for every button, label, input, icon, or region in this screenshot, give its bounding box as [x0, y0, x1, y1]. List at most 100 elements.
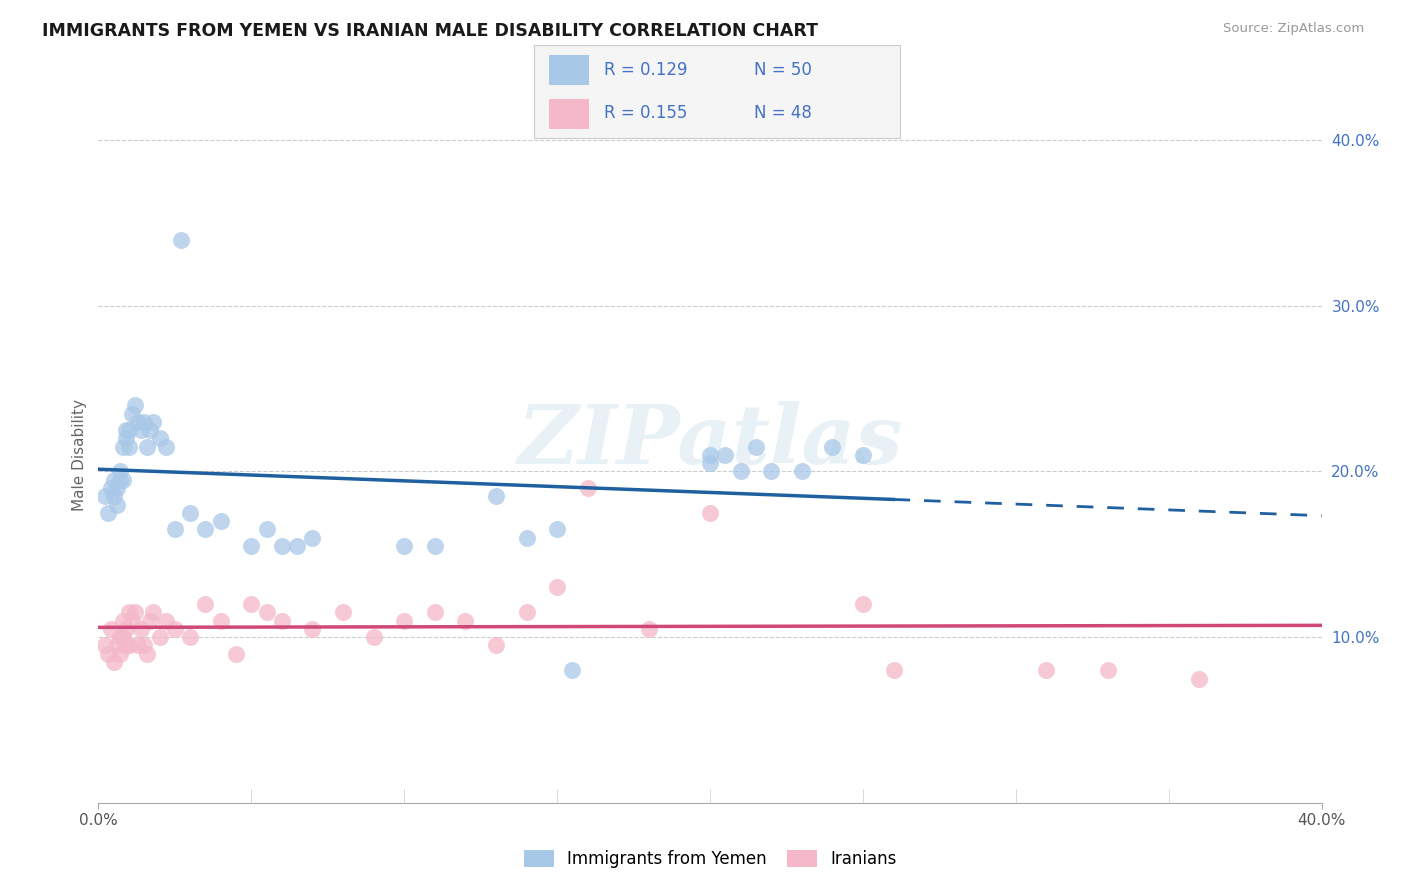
Point [516, 531, 538, 545]
Point [225, 647, 247, 661]
Point [115, 431, 138, 445]
Point [821, 440, 844, 454]
Text: N = 50: N = 50 [754, 61, 811, 78]
Legend: Immigrants from Yemen, Iranians: Immigrants from Yemen, Iranians [517, 843, 903, 874]
Point [270, 614, 292, 628]
Point [745, 440, 768, 454]
Text: R = 0.155: R = 0.155 [603, 104, 688, 122]
Bar [548, 55, 589, 85]
Point [139, 614, 162, 628]
Point [699, 506, 721, 520]
Point [240, 597, 263, 611]
Point [714, 448, 737, 462]
Point [115, 423, 138, 437]
Point [100, 622, 122, 636]
Point [170, 233, 193, 247]
Point [124, 605, 146, 619]
Point [103, 489, 125, 503]
Point [256, 605, 278, 619]
Point [108, 473, 131, 487]
Point [423, 539, 446, 553]
Point [454, 614, 477, 628]
Point [155, 614, 177, 628]
Point [730, 465, 752, 479]
Point [93, 489, 115, 503]
Point [97, 506, 120, 520]
Point [105, 498, 128, 512]
Point [256, 523, 278, 537]
Text: N = 48: N = 48 [754, 104, 811, 122]
Point [134, 415, 156, 429]
Point [485, 639, 508, 653]
Point [136, 647, 159, 661]
Point [149, 630, 172, 644]
Point [129, 622, 152, 636]
Point [93, 639, 115, 653]
Point [699, 448, 721, 462]
Point [136, 440, 159, 454]
Point [142, 605, 165, 619]
Point [179, 506, 201, 520]
Point [127, 415, 149, 429]
Point [105, 481, 128, 495]
Point [118, 440, 141, 454]
Point [115, 639, 138, 653]
Point [332, 605, 354, 619]
Point [100, 481, 122, 495]
Point [149, 431, 172, 445]
Point [163, 622, 186, 636]
Point [759, 465, 782, 479]
Point [546, 581, 568, 595]
Point [163, 523, 186, 537]
Point [129, 423, 152, 437]
Point [194, 523, 217, 537]
Point [485, 489, 508, 503]
Point [121, 614, 143, 628]
Point [240, 539, 263, 553]
Point [111, 614, 134, 628]
Point [142, 415, 165, 429]
Point [301, 531, 323, 545]
Point [301, 622, 323, 636]
Point [1097, 663, 1119, 677]
Point [97, 647, 120, 661]
Point [852, 597, 875, 611]
Point [121, 407, 143, 421]
Point [790, 465, 813, 479]
Point [127, 639, 149, 653]
Point [637, 622, 661, 636]
Point [392, 539, 416, 553]
Point [124, 398, 146, 412]
Point [561, 663, 583, 677]
Point [118, 639, 141, 653]
Point [576, 481, 599, 495]
Point [392, 614, 416, 628]
Point [134, 639, 156, 653]
Point [516, 605, 538, 619]
Text: ZIPatlas: ZIPatlas [517, 401, 903, 481]
Point [209, 614, 232, 628]
Point [108, 630, 131, 644]
Point [118, 605, 141, 619]
Point [852, 448, 875, 462]
Point [115, 622, 138, 636]
Text: IMMIGRANTS FROM YEMEN VS IRANIAN MALE DISABILITY CORRELATION CHART: IMMIGRANTS FROM YEMEN VS IRANIAN MALE DI… [42, 22, 818, 40]
Point [1188, 672, 1211, 686]
Point [270, 539, 292, 553]
Point [108, 465, 131, 479]
Point [111, 473, 134, 487]
Point [155, 440, 177, 454]
Point [194, 597, 217, 611]
Point [883, 663, 905, 677]
Y-axis label: Male Disability: Male Disability [72, 399, 87, 511]
Point [105, 639, 128, 653]
Point [139, 423, 162, 437]
Point [363, 630, 385, 644]
Text: R = 0.129: R = 0.129 [603, 61, 688, 78]
Point [285, 539, 308, 553]
Point [103, 655, 125, 669]
Point [209, 514, 232, 528]
Point [546, 523, 568, 537]
Point [179, 630, 201, 644]
Point [699, 456, 721, 470]
